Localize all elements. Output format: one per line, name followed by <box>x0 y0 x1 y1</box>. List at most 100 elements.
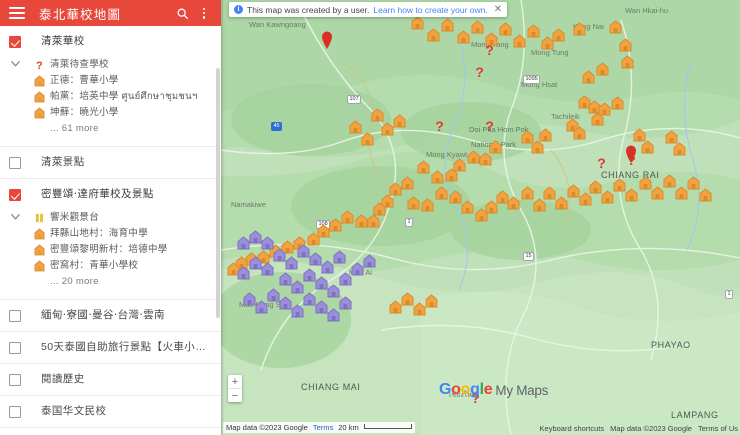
map-marker-cluster[interactable] <box>321 260 334 274</box>
map-marker-cluster[interactable] <box>303 268 316 282</box>
layer-group-row[interactable]: 50天泰國自助旅行景點【火車小巴機車】… <box>0 332 221 363</box>
map-marker-cluster[interactable] <box>279 296 292 310</box>
more-vertical-icon[interactable] <box>193 2 215 24</box>
map-marker-school[interactable] <box>411 16 424 30</box>
layer-checkbox-mihonsong-tak[interactable] <box>9 189 21 201</box>
layer-group-row[interactable]: 清萊景點 <box>0 147 221 178</box>
map-marker-school[interactable] <box>598 102 611 116</box>
map-marker-school[interactable] <box>485 32 498 46</box>
map-marker-school[interactable] <box>513 34 526 48</box>
map-marker-cluster[interactable] <box>339 296 352 310</box>
map-marker-cluster[interactable] <box>309 252 322 266</box>
map-marker-school[interactable] <box>367 214 380 228</box>
map-marker-school[interactable] <box>361 132 374 146</box>
map-marker-cluster[interactable] <box>315 300 328 314</box>
map-marker-cluster[interactable] <box>351 262 364 276</box>
map-marker-school[interactable] <box>485 200 498 214</box>
map-marker-cluster[interactable] <box>279 272 292 286</box>
map-marker-cluster[interactable] <box>291 304 304 318</box>
map-marker-cluster[interactable] <box>339 272 352 286</box>
map-marker-cluster[interactable] <box>249 256 262 270</box>
list-item[interactable]: 密窩村：青華小學校 <box>34 258 221 274</box>
map-marker-school[interactable] <box>467 150 480 164</box>
map-marker-school[interactable] <box>527 24 540 38</box>
map-marker-school[interactable] <box>507 196 520 210</box>
map-marker-school[interactable] <box>573 126 586 140</box>
map-marker-school[interactable] <box>393 114 406 128</box>
map-marker-school[interactable] <box>489 140 502 154</box>
layer-checkbox-chiangrai-schools[interactable] <box>9 36 21 48</box>
layer-checkbox-myanmar-laos-bangkok[interactable] <box>9 310 21 322</box>
map-canvas[interactable]: Wan Kawngoang Kang Nai Wan Hkai-hu Mong Tun… <box>221 0 740 435</box>
map-marker-school[interactable] <box>633 128 646 142</box>
banner-learn-link[interactable]: Learn how to create your own. <box>373 4 488 15</box>
map-marker-school[interactable] <box>665 130 678 144</box>
terms-of-use-link[interactable]: Terms of Us <box>697 424 738 433</box>
map-marker-school[interactable] <box>621 55 634 69</box>
map-marker-school[interactable] <box>566 118 579 132</box>
map-marker-pin[interactable] <box>625 144 637 164</box>
list-item[interactable]: 密豐頌黎明新村：培德中學 <box>34 242 221 258</box>
map-marker-question[interactable]: ? <box>433 118 446 134</box>
list-item[interactable]: 坤蘚：曉光小學 <box>34 105 221 121</box>
map-marker-school[interactable] <box>417 160 430 174</box>
map-marker-school[interactable] <box>596 62 609 76</box>
map-marker-cluster[interactable] <box>237 236 250 250</box>
map-marker-school[interactable] <box>699 188 712 202</box>
map-marker-school[interactable] <box>389 300 402 314</box>
layers-panel[interactable]: 清萊華校? 清萊待查學校 正德：曹華小學 帕黨：培英中學 ศูนย์ศึกษาชุมช… <box>0 26 221 435</box>
zoom-controls[interactable]: + − <box>228 375 242 402</box>
map-marker-school[interactable] <box>401 292 414 306</box>
list-item[interactable]: ? 清萊待查學校 <box>34 57 221 73</box>
map-marker-cluster[interactable] <box>261 236 274 250</box>
map-marker-school[interactable] <box>431 170 444 184</box>
map-marker-cluster[interactable] <box>243 292 256 306</box>
map-marker-school[interactable] <box>317 224 330 238</box>
hamburger-menu-icon[interactable] <box>9 7 25 19</box>
map-marker-school[interactable] <box>281 240 294 254</box>
map-marker-school[interactable] <box>425 294 438 308</box>
list-item[interactable]: 響米觀景台 <box>34 210 221 226</box>
map-marker-school[interactable] <box>543 186 556 200</box>
map-marker-school[interactable] <box>371 108 384 122</box>
map-marker-cluster[interactable] <box>285 256 298 270</box>
chevron-down-icon[interactable] <box>9 57 22 70</box>
map-marker-school[interactable] <box>541 36 554 50</box>
map-marker-question[interactable]: ? <box>473 64 486 80</box>
map-marker-pin[interactable] <box>321 30 333 50</box>
map-marker-question[interactable]: ? <box>595 155 608 171</box>
map-marker-question[interactable]: ? <box>483 118 496 134</box>
map-marker-cluster[interactable] <box>291 280 304 294</box>
map-marker-school[interactable] <box>521 186 534 200</box>
search-icon[interactable] <box>171 2 193 24</box>
show-more-link[interactable]: ... 61 more <box>50 123 99 134</box>
map-marker-cluster[interactable] <box>315 276 328 290</box>
map-marker-school[interactable] <box>591 112 604 126</box>
map-marker-school[interactable] <box>663 174 676 188</box>
map-marker-school[interactable] <box>401 176 414 190</box>
map-marker-school[interactable] <box>373 202 386 216</box>
map-marker-school[interactable] <box>601 190 614 204</box>
layer-checkbox-chiangrai-sights[interactable] <box>9 157 21 169</box>
close-icon[interactable]: ✕ <box>493 4 503 15</box>
list-item[interactable]: 帕黨：培英中學 ศูนย์ศึกษาชุมชนฯ <box>34 89 221 105</box>
show-more-link[interactable]: ... 20 more <box>50 276 99 287</box>
map-marker-school[interactable] <box>435 186 448 200</box>
map-marker-school[interactable] <box>582 70 595 84</box>
map-marker-school[interactable] <box>641 140 654 154</box>
map-marker-cluster[interactable] <box>249 230 262 244</box>
sidebar-scrollbar[interactable] <box>216 68 220 318</box>
map-marker-school[interactable] <box>639 176 652 190</box>
map-marker-school[interactable] <box>427 28 440 42</box>
map-marker-school[interactable] <box>673 142 686 156</box>
map-marker-school[interactable] <box>687 176 700 190</box>
layer-group-row[interactable]: 閱讀歷史 <box>0 364 221 395</box>
map-marker-school[interactable] <box>227 262 240 276</box>
layer-group-row[interactable]: 緬甸‧寮國‧曼谷‧台灣‧雲南 <box>0 300 221 331</box>
map-marker-school[interactable] <box>453 158 466 172</box>
map-marker-school[interactable] <box>589 180 602 194</box>
map-marker-school[interactable] <box>381 122 394 136</box>
keyboard-shortcuts-link[interactable]: Keyboard shortcuts <box>539 424 605 433</box>
map-marker-school[interactable] <box>381 194 394 208</box>
map-marker-school[interactable] <box>531 140 544 154</box>
